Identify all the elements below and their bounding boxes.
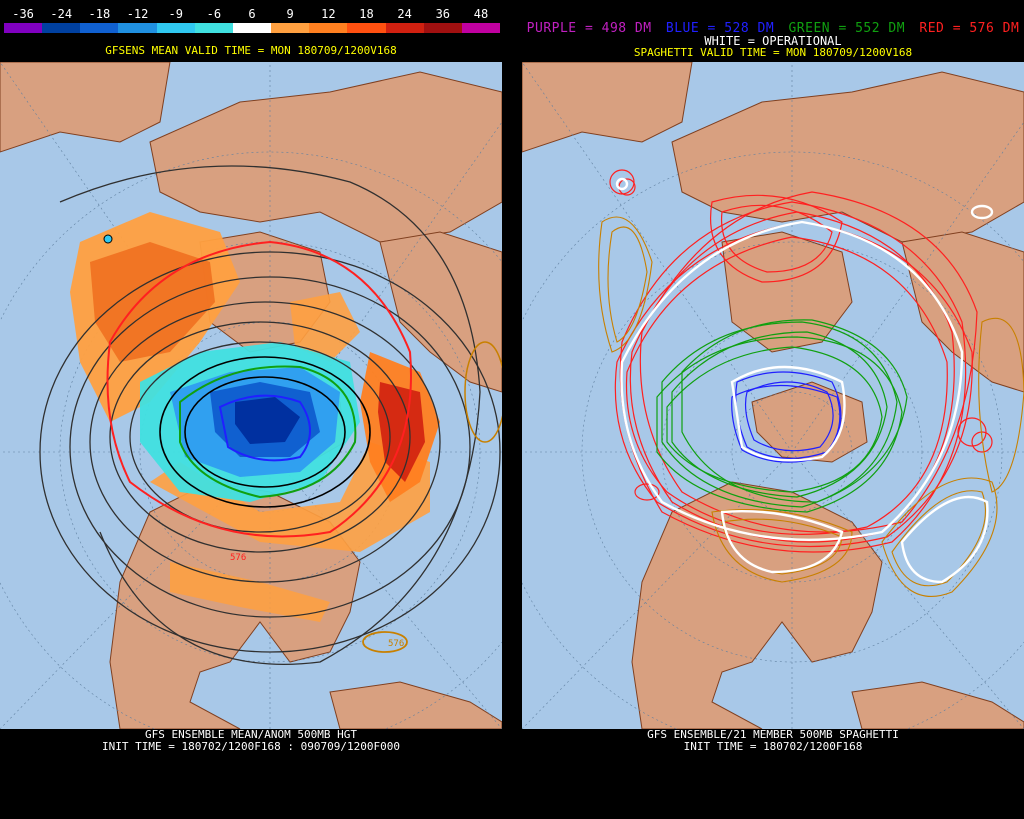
scale-swatch <box>4 23 43 33</box>
contour-label-576-b: 576 <box>388 639 404 649</box>
small-negative-feature <box>103 234 113 244</box>
anomaly-southeast <box>170 562 330 622</box>
spaghetti-footer-init: INIT TIME = 180702/1200F168 <box>683 740 863 753</box>
anomaly-south-band <box>150 442 430 552</box>
anomaly-north-ridge <box>290 292 360 362</box>
spaghetti-panel: PURPLE = 498 DM BLUE = 528 DM GREEN = 55… <box>522 0 1024 819</box>
scale-label: -6 <box>206 7 222 21</box>
contour-gold-east <box>464 341 502 443</box>
spaghetti-operational-white <box>615 177 994 584</box>
mean-footer-title: GFS ENSEMBLE MEAN/ANOM 500MB HGT <box>145 728 357 741</box>
contour-label-576-a: 576 <box>230 553 246 563</box>
spaghetti-footer-title: GFS ENSEMBLE/21 MEMBER 500MB SPAGHETTI <box>647 728 899 741</box>
scale-bar <box>4 23 501 33</box>
positive-anomalies <box>70 212 440 622</box>
spaghetti-552-green <box>656 319 908 513</box>
scale-swatch <box>347 23 386 33</box>
spaghetti-valid-time: SPAGHETTI VALID TIME = MON 180709/1200V1… <box>633 46 913 59</box>
legend-purple: PURPLE = 498 DM <box>526 21 652 36</box>
scale-swatch <box>461 23 501 33</box>
scale-swatch <box>271 23 310 33</box>
siberia-coast <box>522 62 693 153</box>
spaghetti-legend: PURPLE = 498 DM BLUE = 528 DM GREEN = 55… <box>522 22 1024 36</box>
scale-swatch <box>194 23 233 33</box>
contour-528-blue <box>218 394 311 462</box>
scale-label: 18 <box>359 7 374 21</box>
scale-label: -24 <box>50 7 73 21</box>
scale-label: -12 <box>126 7 149 21</box>
scale-swatch <box>385 23 424 33</box>
mean-anomaly-map: 576 576 <box>0 62 502 729</box>
mean-footer-init: INIT TIME = 180702/1200F168 : 090709/120… <box>101 740 400 753</box>
scale-swatch <box>42 23 81 33</box>
scale-swatch <box>309 23 348 33</box>
contour-orange-small <box>362 631 408 653</box>
anomaly-west-core <box>90 242 215 362</box>
scale-label: -9 <box>168 7 183 21</box>
anomaly-trough-center <box>235 397 300 444</box>
legend-blue: BLUE = 528 DM <box>665 21 775 36</box>
operational-legend: WHITE = OPERATIONAL <box>704 34 842 48</box>
scale-label: 9 <box>286 7 294 21</box>
contour-576-red <box>106 240 412 538</box>
south-america-land <box>851 681 1024 729</box>
scale-label: -18 <box>88 7 111 21</box>
spaghetti-map <box>522 62 1024 729</box>
scale-label: 12 <box>321 7 336 21</box>
scale-label: 36 <box>435 7 451 21</box>
scale-swatch <box>118 23 157 33</box>
scale-swatch <box>232 23 272 33</box>
ensemble-mean-panel: -36 -24 -18 -12 -9 -6 6 9 12 18 24 36 48 GFSENS MEAN… <box>0 0 502 819</box>
panel-separator <box>502 0 522 819</box>
scale-label: 6 <box>248 7 256 21</box>
scale-label: -36 <box>12 7 34 21</box>
siberia-coast <box>0 62 171 153</box>
asia-land <box>149 71 502 243</box>
scale-label: 24 <box>397 7 412 21</box>
scale-swatch <box>80 23 119 33</box>
scale-label: 48 <box>473 7 489 21</box>
height-contours <box>39 165 501 665</box>
legend-red: RED = 576 DM <box>919 21 1020 36</box>
anomaly-east-core <box>378 382 425 482</box>
north-america-land <box>631 481 883 729</box>
south-america-land <box>329 681 502 729</box>
mean-valid-time: GFSENS MEAN VALID TIME = MON 180709/1200… <box>105 44 397 57</box>
landmasses <box>522 62 1024 729</box>
scale-swatch <box>423 23 462 33</box>
anomaly-color-scale: -36 -24 -18 -12 -9 -6 6 9 12 18 24 36 48 <box>4 7 501 33</box>
scale-swatch <box>156 23 195 33</box>
scale-labels: -36 -24 -18 -12 -9 -6 6 9 12 18 24 36 48 <box>4 7 500 21</box>
contour-552-green <box>179 365 357 499</box>
europe-land <box>379 231 502 393</box>
legend-green: GREEN = 552 DM <box>788 21 906 36</box>
spaghetti-orange <box>598 216 1024 597</box>
dark-blue-contours <box>159 356 371 508</box>
